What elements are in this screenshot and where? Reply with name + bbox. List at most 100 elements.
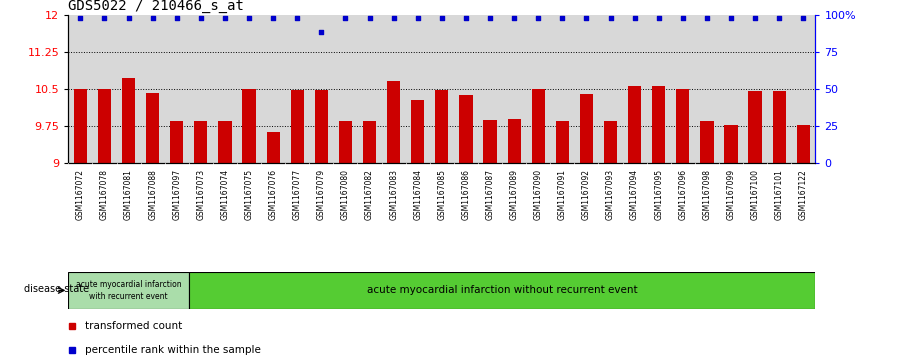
- Text: GSM1167077: GSM1167077: [292, 169, 302, 220]
- Point: [411, 16, 425, 21]
- Text: GDS5022 / 210466_s_at: GDS5022 / 210466_s_at: [68, 0, 244, 13]
- Text: acute myocardial infarction without recurrent event: acute myocardial infarction without recu…: [367, 285, 638, 295]
- Bar: [219, 121, 231, 163]
- Bar: [242, 89, 256, 163]
- Text: GSM1167083: GSM1167083: [389, 169, 398, 220]
- Text: GSM1167095: GSM1167095: [654, 169, 663, 220]
- Bar: [68, 272, 189, 309]
- Text: GSM1167097: GSM1167097: [172, 169, 181, 220]
- Bar: [122, 78, 135, 163]
- Text: GSM1167092: GSM1167092: [582, 169, 591, 220]
- Text: GSM1167086: GSM1167086: [462, 169, 470, 220]
- Point: [579, 16, 594, 21]
- Text: GSM1167082: GSM1167082: [365, 169, 374, 220]
- Point: [772, 16, 786, 21]
- Bar: [701, 121, 713, 163]
- Bar: [411, 100, 425, 163]
- Text: GSM1167078: GSM1167078: [100, 169, 109, 220]
- Text: GSM1167100: GSM1167100: [751, 169, 760, 220]
- Text: GSM1167087: GSM1167087: [486, 169, 495, 220]
- Point: [676, 16, 691, 21]
- Text: GSM1167093: GSM1167093: [606, 169, 615, 220]
- Point: [338, 16, 353, 21]
- Bar: [339, 121, 352, 163]
- Text: GSM1167096: GSM1167096: [679, 169, 687, 220]
- Text: GSM1167081: GSM1167081: [124, 169, 133, 220]
- Point: [97, 16, 112, 21]
- Bar: [652, 86, 665, 163]
- Bar: [724, 125, 738, 163]
- Point: [290, 16, 304, 21]
- Text: GSM1167073: GSM1167073: [197, 169, 205, 220]
- Text: GSM1167122: GSM1167122: [799, 169, 808, 220]
- Text: GSM1167076: GSM1167076: [269, 169, 278, 220]
- Text: transformed count: transformed count: [85, 321, 182, 331]
- Point: [193, 16, 208, 21]
- Point: [266, 16, 281, 21]
- Text: GSM1167084: GSM1167084: [414, 169, 422, 220]
- Bar: [749, 91, 762, 163]
- Bar: [291, 90, 304, 163]
- Bar: [189, 272, 815, 309]
- Point: [796, 16, 811, 21]
- Text: GSM1167094: GSM1167094: [630, 169, 640, 220]
- Text: GSM1167072: GSM1167072: [76, 169, 85, 220]
- Bar: [797, 125, 810, 163]
- Point: [555, 16, 569, 21]
- Text: GSM1167090: GSM1167090: [534, 169, 543, 220]
- Bar: [484, 120, 496, 163]
- Bar: [363, 121, 376, 163]
- Bar: [267, 132, 280, 163]
- Bar: [194, 121, 208, 163]
- Bar: [146, 93, 159, 163]
- Point: [531, 16, 546, 21]
- Point: [218, 16, 232, 21]
- Point: [651, 16, 666, 21]
- Text: GSM1167088: GSM1167088: [148, 169, 158, 220]
- Bar: [556, 121, 569, 163]
- Point: [121, 16, 136, 21]
- Text: GSM1167099: GSM1167099: [726, 169, 735, 220]
- Point: [169, 16, 184, 21]
- Point: [241, 16, 256, 21]
- Point: [386, 16, 401, 21]
- Bar: [435, 90, 448, 163]
- Bar: [579, 94, 593, 163]
- Text: GSM1167074: GSM1167074: [220, 169, 230, 220]
- Bar: [387, 81, 400, 163]
- Text: GSM1167098: GSM1167098: [702, 169, 711, 220]
- Text: GSM1167089: GSM1167089: [509, 169, 518, 220]
- Point: [507, 16, 521, 21]
- Bar: [459, 95, 473, 163]
- Point: [363, 16, 377, 21]
- Text: disease state: disease state: [24, 284, 89, 294]
- Bar: [532, 89, 545, 163]
- Bar: [773, 91, 786, 163]
- Bar: [170, 121, 183, 163]
- Bar: [74, 89, 87, 163]
- Text: GSM1167075: GSM1167075: [244, 169, 253, 220]
- Bar: [676, 89, 690, 163]
- Point: [73, 16, 87, 21]
- Point: [435, 16, 449, 21]
- Bar: [507, 119, 521, 163]
- Point: [603, 16, 618, 21]
- Bar: [628, 86, 641, 163]
- Point: [146, 16, 160, 21]
- Text: GSM1167101: GSM1167101: [774, 169, 783, 220]
- Bar: [314, 90, 328, 163]
- Text: percentile rank within the sample: percentile rank within the sample: [85, 345, 261, 355]
- Point: [314, 29, 329, 35]
- Text: GSM1167079: GSM1167079: [317, 169, 326, 220]
- Point: [458, 16, 473, 21]
- Text: GSM1167080: GSM1167080: [341, 169, 350, 220]
- Bar: [604, 121, 617, 163]
- Point: [700, 16, 714, 21]
- Point: [723, 16, 738, 21]
- Text: acute myocardial infarction
with recurrent event: acute myocardial infarction with recurre…: [76, 280, 181, 301]
- Point: [748, 16, 763, 21]
- Text: GSM1167091: GSM1167091: [558, 169, 567, 220]
- Bar: [97, 89, 111, 163]
- Text: GSM1167085: GSM1167085: [437, 169, 446, 220]
- Point: [483, 16, 497, 21]
